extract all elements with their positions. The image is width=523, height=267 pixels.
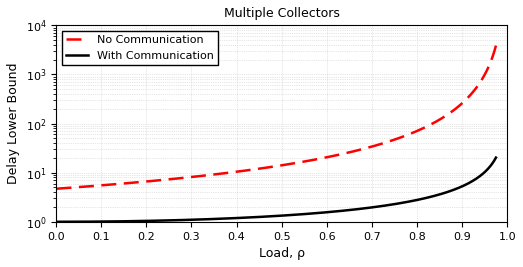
No Communication	[53, 187, 60, 190]
With Communication	[265, 215, 271, 218]
Line: No Communication: No Communication	[56, 46, 496, 189]
Title: Multiple Collectors: Multiple Collectors	[224, 7, 339, 20]
Line: With Communication: With Communication	[56, 158, 496, 222]
With Communication	[53, 220, 60, 223]
No Communication	[262, 166, 268, 169]
Legend: No Communication, With Communication: No Communication, With Communication	[62, 31, 219, 65]
No Communication	[291, 162, 298, 165]
With Communication	[414, 198, 420, 202]
With Communication	[493, 156, 499, 159]
X-axis label: Load, ρ: Load, ρ	[259, 247, 304, 260]
With Communication	[482, 170, 488, 173]
No Communication	[315, 157, 321, 160]
No Communication	[493, 44, 499, 47]
No Communication	[482, 72, 488, 75]
No Communication	[265, 166, 271, 169]
With Communication	[262, 215, 268, 218]
With Communication	[315, 211, 321, 215]
No Communication	[414, 129, 420, 133]
Y-axis label: Delay Lower Bound: Delay Lower Bound	[7, 63, 20, 184]
With Communication	[291, 213, 298, 217]
